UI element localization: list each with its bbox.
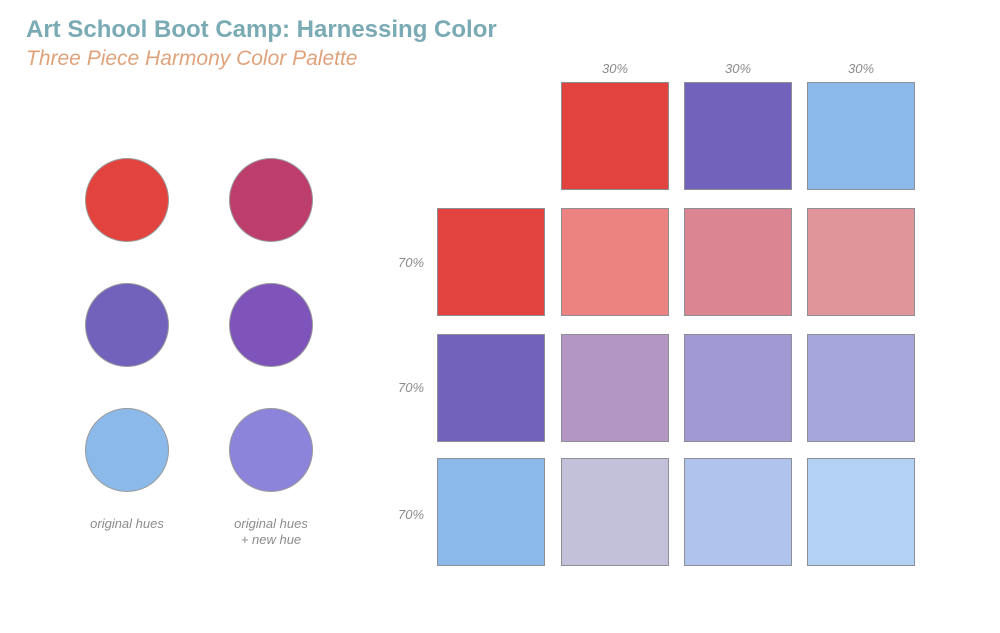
page-subtitle: Three Piece Harmony Color Palette [26,47,358,70]
column-label-3: 30% [847,61,875,76]
caption-new-line2: + new hue [240,532,302,547]
column-label-1: 30% [601,61,629,76]
row-label-2: 70% [398,380,425,395]
row-label-1: 70% [398,255,425,270]
circle-original-blue [85,408,169,492]
circle-new-red [229,158,313,242]
swatch-r2-c2 [684,334,792,442]
circle-original-red [85,158,169,242]
caption-new-hue: original hues + new hue [201,516,341,548]
swatch-r2-c3 [807,334,915,442]
circle-original-purple [85,283,169,367]
swatch-r3-c0 [437,458,545,566]
column-label-2: 30% [724,61,752,76]
caption-original-text: original hues [90,516,164,531]
circle-new-purple [229,283,313,367]
page-title: Art School Boot Camp: Harnessing Color [26,16,497,43]
caption-new-line1: original hues [234,516,308,531]
swatch-r1-c0 [437,208,545,316]
swatch-top-red [561,82,669,190]
caption-original-hues: original hues [57,516,197,532]
swatch-top-purple [684,82,792,190]
swatch-r1-c3 [807,208,915,316]
swatch-r3-c3 [807,458,915,566]
swatch-r3-c2 [684,458,792,566]
swatch-r2-c0 [437,334,545,442]
row-label-3: 70% [398,507,425,522]
swatch-r1-c1 [561,208,669,316]
swatch-r3-c1 [561,458,669,566]
circle-new-blue [229,408,313,492]
swatch-r1-c2 [684,208,792,316]
swatch-r2-c1 [561,334,669,442]
swatch-top-blue [807,82,915,190]
